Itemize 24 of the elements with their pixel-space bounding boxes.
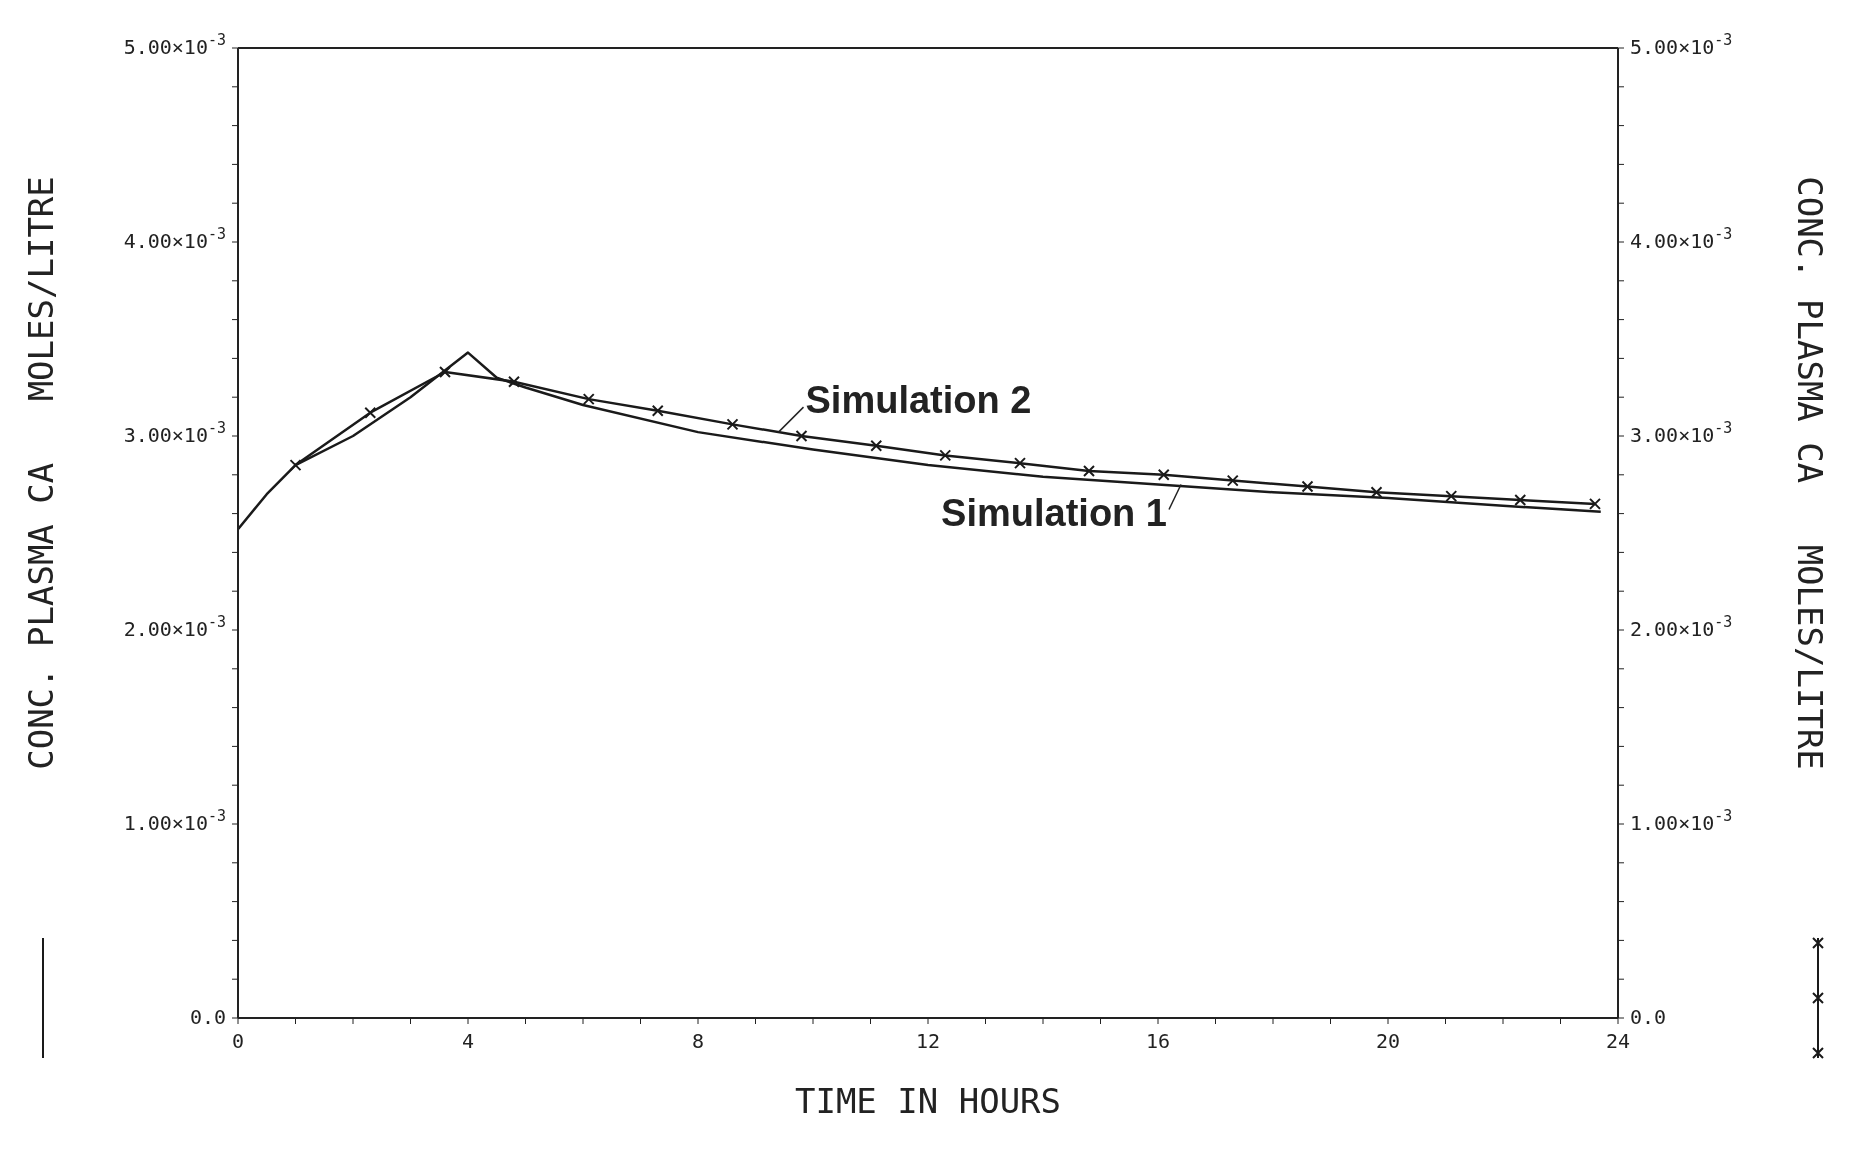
y-tick-label: 0.0 bbox=[189, 1005, 226, 1029]
x-tick-label: 4 bbox=[461, 1029, 475, 1053]
annotation: Simulation 1 bbox=[941, 491, 1167, 534]
x-tick-label: 24 bbox=[1605, 1029, 1631, 1053]
y2-tick-label: 1.00×10$^{-3}$ bbox=[1630, 807, 1733, 835]
y-tick-label: 3.00×10$^{-3}$ bbox=[123, 419, 226, 447]
annotation: Simulation 2 bbox=[805, 379, 1032, 422]
y-tick-label: 2.00×10$^{-3}$ bbox=[123, 613, 226, 641]
y2-tick-label: 3.00×10$^{-3}$ bbox=[1630, 419, 1733, 447]
y2-tick-label: 2.00×10$^{-3}$ bbox=[1630, 613, 1733, 641]
x-axis-title: TIME IN HOURS bbox=[794, 1081, 1062, 1121]
y-tick-label: 5.00×10$^{-3}$ bbox=[123, 31, 226, 59]
x-tick-label: 20 bbox=[1375, 1029, 1401, 1053]
x-tick-label: 8 bbox=[691, 1029, 705, 1053]
x-tick-label: 0 bbox=[231, 1029, 245, 1053]
y-tick-label: 4.00×10$^{-3}$ bbox=[123, 225, 226, 253]
x-tick-label: 12 bbox=[915, 1029, 941, 1053]
y-tick-label: 1.00×10$^{-3}$ bbox=[123, 807, 226, 835]
y2-axis-title: CONC. PLASMA CA MOLES/LITRE bbox=[1790, 176, 1830, 770]
y2-tick-label: 4.00×10$^{-3}$ bbox=[1630, 225, 1733, 253]
x-tick-label: 16 bbox=[1145, 1029, 1171, 1053]
y-axis-title: CONC. PLASMA CA MOLES/LITRE bbox=[21, 176, 61, 770]
y2-tick-label: 0.0 bbox=[1630, 1005, 1667, 1029]
y2-tick-label: 5.00×10$^{-3}$ bbox=[1630, 31, 1733, 59]
